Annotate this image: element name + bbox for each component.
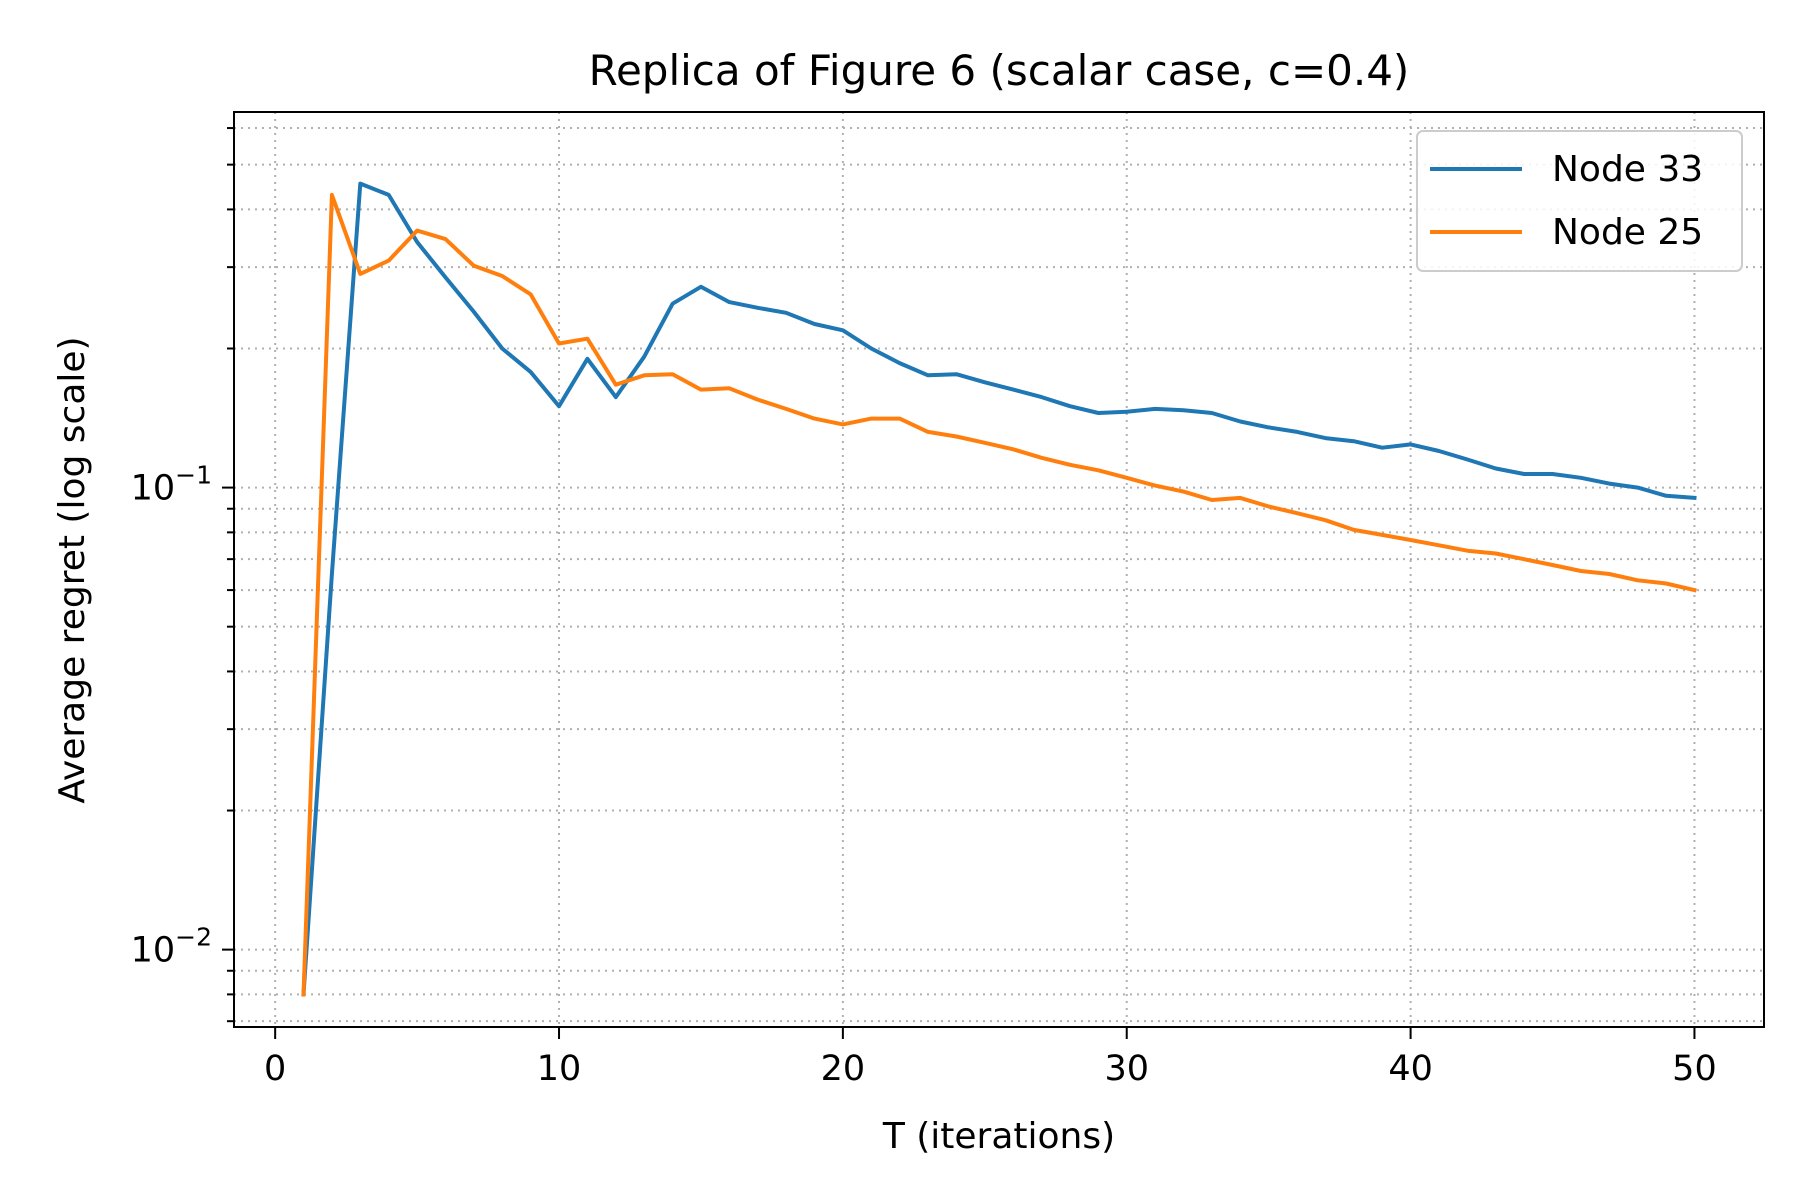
x-tick-label: 30	[1104, 1049, 1149, 1089]
y-tick-label: 10−1	[131, 461, 212, 509]
legend-label-node-33: Node 33	[1552, 149, 1703, 190]
series-line-node-33	[301, 181, 1697, 997]
plot-frame	[233, 111, 1765, 1028]
series-lines	[301, 181, 1697, 997]
y-tick-label: 10−2	[131, 923, 212, 971]
chart-title: Replica of Figure 6 (scalar case, c=0.4)	[589, 46, 1410, 95]
x-tick-label: 10	[537, 1049, 582, 1089]
x-axis-title: T (iterations)	[882, 1116, 1115, 1157]
legend-label-node-25: Node 25	[1552, 212, 1703, 253]
x-tick-label: 20	[821, 1049, 866, 1089]
axis-ticks: 10−2 10−1 0 10 20 30 40 50	[131, 127, 1717, 1089]
legend: Node 33 Node 25	[1416, 130, 1743, 272]
legend-frame	[1416, 130, 1743, 272]
x-tick-label: 50	[1672, 1049, 1717, 1089]
series-line-node-25	[301, 192, 1697, 997]
y-axis-title: Average regret (log scale)	[52, 336, 93, 803]
x-tick-label: 0	[264, 1049, 286, 1089]
x-tick-label: 40	[1388, 1049, 1433, 1089]
